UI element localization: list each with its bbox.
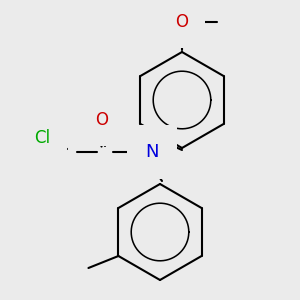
Text: N: N xyxy=(145,143,159,161)
Text: O: O xyxy=(176,13,188,31)
Text: Cl: Cl xyxy=(34,129,50,147)
Text: O: O xyxy=(95,111,109,129)
